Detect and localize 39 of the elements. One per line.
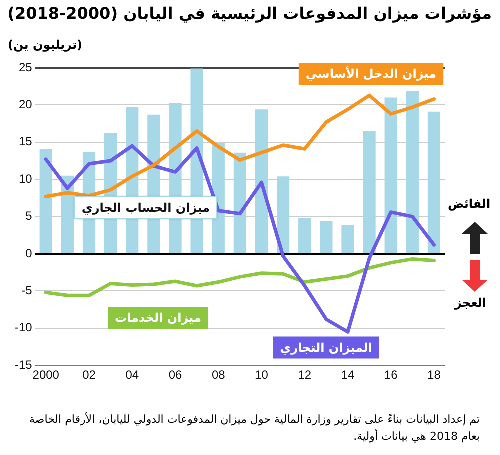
- text: ميزان الخدمات: [114, 311, 202, 326]
- bar: [406, 91, 419, 254]
- y-axis-title: (تريليون ين): [8, 38, 82, 52]
- x-tick-label: 10: [255, 368, 269, 382]
- bar: [384, 98, 398, 254]
- bar: [40, 149, 52, 254]
- text: العجز: [455, 296, 487, 310]
- y-tick-label: -15: [15, 358, 33, 372]
- x-tick-label: 18: [428, 368, 442, 382]
- series-label: ميزان الدخل الأساسي: [306, 66, 437, 82]
- x-tick-label: 04: [126, 368, 140, 382]
- y-tick-label: -5: [22, 284, 33, 298]
- text: تم إعداد البيانات بناءً على تقارير وزارة المالية حول ميزان المدفوعات الدولي لليابان، الأرقام الخاصة بعام 2018 هي بيانات أولية.: [28, 412, 480, 445]
- bar: [363, 131, 376, 254]
- x-tick-label: 12: [298, 368, 312, 382]
- x-tick-label: 06: [168, 368, 182, 382]
- y-tick-label: 5: [26, 209, 33, 224]
- x-tick-label: 08: [212, 368, 226, 382]
- y-tick-label: 25: [18, 60, 33, 74]
- bar: [428, 112, 441, 254]
- x-tick-label: 2000: [32, 368, 60, 382]
- y-tick-label: -10: [15, 320, 33, 335]
- bar: [234, 152, 246, 254]
- x-tick-label: 16: [384, 368, 398, 382]
- y-tick-label: 20: [18, 98, 33, 112]
- y-tick-label: 0: [26, 246, 33, 260]
- bar: [298, 218, 312, 254]
- bar: [255, 110, 268, 254]
- chart-title: مؤشرات ميزان المدفوعات الرئيسية في اليابان (2000-2018): [6, 4, 492, 23]
- x-tick-label: 02: [82, 368, 96, 382]
- bar: [276, 176, 290, 254]
- text: الميزان التجاري: [280, 340, 372, 355]
- bar: [320, 221, 333, 254]
- series-label: ميزان الحساب الجاري: [82, 200, 210, 215]
- y-tick-label: 10: [18, 172, 33, 186]
- x-tick-label: 14: [341, 368, 355, 382]
- bar: [342, 224, 354, 254]
- y-tick-label: 15: [18, 134, 33, 149]
- text: الفائض: [448, 197, 491, 211]
